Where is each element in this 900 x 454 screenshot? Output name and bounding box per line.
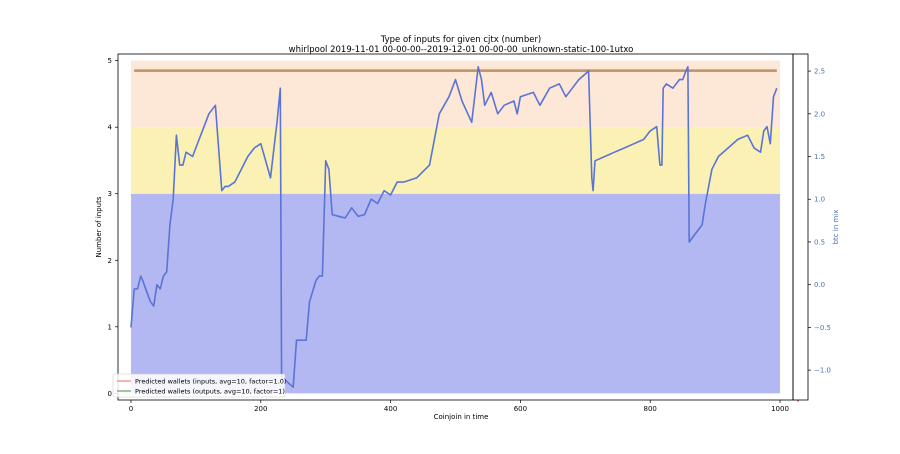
legend-label-inputs: Predicted wallets (inputs, avg=10, facto… bbox=[135, 378, 286, 386]
bar-layer-2 bbox=[130, 60, 781, 128]
x-tick-label: 200 bbox=[254, 405, 267, 413]
y-tick-label: 3 bbox=[108, 190, 112, 198]
y-axis-label: Number of inputs bbox=[95, 196, 103, 257]
x-tick-label: 0 bbox=[129, 405, 133, 413]
x-tick-label: 1000 bbox=[771, 405, 789, 413]
chart-subtitle: whirlpool 2019-11-01 00-00-00--2019-12-0… bbox=[289, 45, 634, 55]
y-axis-right-label: btc in mix bbox=[832, 210, 840, 245]
y-tick-label: 2 bbox=[108, 257, 112, 265]
legend-box bbox=[112, 373, 286, 398]
chart-title: Type of inputs for given cjtx (number) bbox=[380, 35, 542, 45]
series-line-2 bbox=[130, 66, 778, 389]
x-axis: 0 200 400 600 800 1000 bbox=[129, 400, 789, 413]
y-axis-right: −1.0 −0.5 0.0 0.5 1.0 1.5 2.0 2.5 bbox=[808, 68, 831, 375]
y-right-tick-label: −0.5 bbox=[814, 324, 831, 332]
x-tick-label: 800 bbox=[644, 405, 657, 413]
x-axis-label: Coinjoin in time bbox=[434, 413, 489, 421]
y-axis-left: 0 1 2 3 4 5 bbox=[108, 57, 118, 398]
y-right-tick-label: 0.5 bbox=[814, 238, 825, 246]
y-right-tick-label: 2.5 bbox=[814, 68, 825, 76]
y-right-tick-label: 2.0 bbox=[814, 110, 825, 118]
bars-layer bbox=[130, 60, 781, 394]
y-right-tick-label: 0.0 bbox=[814, 281, 825, 289]
legend-label-outputs: Predicted wallets (outputs, avg=10, fact… bbox=[135, 388, 285, 396]
y-right-tick-label: 1.0 bbox=[814, 196, 825, 204]
legend: Predicted wallets (inputs, avg=10, facto… bbox=[112, 373, 286, 398]
y-tick-label: 5 bbox=[108, 57, 112, 65]
lines-layer bbox=[130, 66, 778, 389]
y-right-tick-label: 1.5 bbox=[814, 153, 825, 161]
y-right-tick-label: −1.0 bbox=[814, 367, 831, 375]
y-tick-label: 4 bbox=[108, 124, 113, 132]
y-tick-label: 1 bbox=[108, 323, 112, 331]
right-axis-frame bbox=[792, 53, 809, 401]
x-tick-label: 600 bbox=[514, 405, 527, 413]
bar-layer-1 bbox=[130, 127, 781, 194]
y-tick-label: 0 bbox=[108, 390, 112, 398]
x-tick-label: 400 bbox=[384, 405, 397, 413]
bar-layer-0 bbox=[130, 193, 781, 394]
